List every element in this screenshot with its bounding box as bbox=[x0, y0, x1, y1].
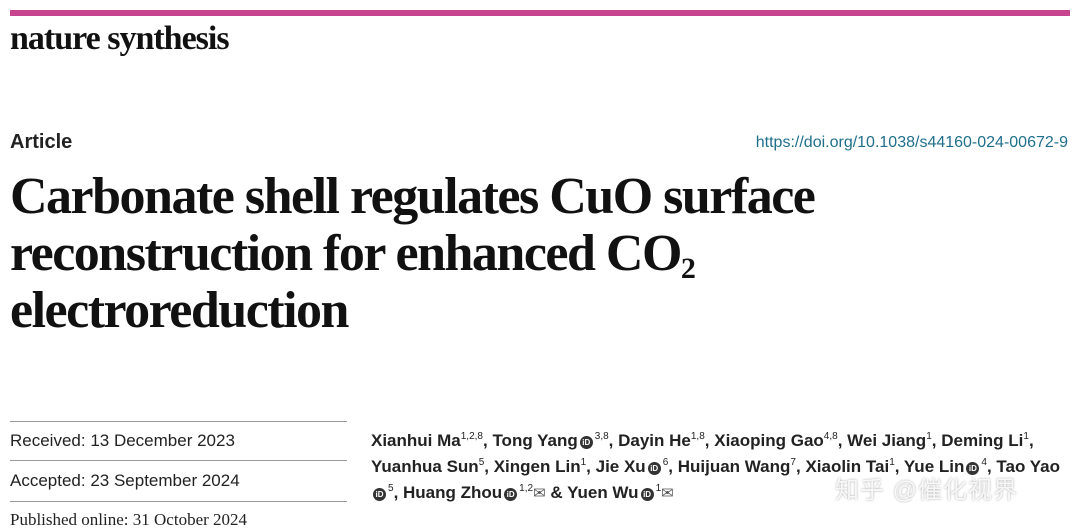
author-separator: , bbox=[795, 457, 806, 476]
author-name[interactable]: Yue Lin bbox=[903, 457, 965, 476]
journal-logo: nature synthesis bbox=[10, 20, 230, 57]
author-name[interactable]: Xiaoping Gao bbox=[714, 431, 824, 450]
author-entry: Xiaoping Gao4,8, bbox=[714, 431, 847, 450]
envelope-icon[interactable]: ✉ bbox=[661, 485, 674, 502]
orcid-icon[interactable]: iD bbox=[579, 436, 593, 449]
author-entry: Deming Li1, bbox=[941, 431, 1033, 450]
author-entry: Huijuan Wang7, bbox=[678, 457, 806, 476]
affiliation-sup: 4,8 bbox=[823, 431, 838, 442]
author-name[interactable]: Tao Yao bbox=[996, 457, 1061, 476]
author-separator: & bbox=[545, 483, 568, 502]
author-entry: Yue Lin iD4, bbox=[904, 457, 996, 476]
author-separator: , bbox=[586, 457, 596, 476]
author-entry: Jie Xu iD6, bbox=[596, 457, 678, 476]
affiliation-sup: 3,8 bbox=[594, 431, 609, 442]
affiliation-sup: 4 bbox=[981, 457, 987, 468]
affiliation-sup: 1,2,8 bbox=[460, 431, 483, 442]
author-entry: Yuanhua Sun5, bbox=[371, 457, 494, 476]
affiliation-sup: 5 bbox=[388, 483, 394, 494]
affiliation-sup: 1 bbox=[1023, 431, 1029, 442]
author-entry: Xingen Lin1, bbox=[494, 457, 596, 476]
affiliation-sup: 1 bbox=[889, 457, 895, 468]
title-line-3: electroreduction bbox=[10, 282, 349, 339]
author-separator: , bbox=[608, 431, 619, 450]
divider bbox=[10, 421, 347, 422]
affiliation-sup: 1,8 bbox=[690, 431, 705, 442]
author-entry: Tao YaoiD5, bbox=[371, 457, 1060, 502]
doi-link[interactable]: https://doi.org/10.1038/s44160-024-00672… bbox=[755, 134, 1068, 151]
author-list: Xianhui Ma1,2,8, Tong Yang iD3,8, Dayin H… bbox=[371, 428, 1071, 507]
author-entry: Xianhui Ma1,2,8, bbox=[371, 431, 492, 450]
title-subscript: 2 bbox=[680, 252, 696, 285]
orcid-icon[interactable]: iD bbox=[373, 488, 386, 501]
envelope-icon[interactable]: ✉ bbox=[533, 485, 546, 502]
title-line-2: reconstruction for enhanced CO bbox=[10, 225, 682, 282]
article-type-label: Article bbox=[10, 131, 73, 153]
author-separator: , bbox=[894, 457, 904, 476]
author-name[interactable]: Deming Li bbox=[941, 431, 1024, 450]
published-date: Published online: 31 October 2024 bbox=[10, 510, 248, 529]
affiliation-sup: 1 bbox=[655, 483, 662, 494]
affiliation-sup: 5 bbox=[478, 457, 485, 468]
author-entry: Xiaolin Tai1, bbox=[805, 457, 903, 476]
divider bbox=[10, 501, 347, 502]
author-name[interactable]: Xingen Lin bbox=[493, 457, 581, 476]
orcid-icon[interactable]: iD bbox=[640, 488, 654, 501]
author-entry: Wei Jiang1, bbox=[847, 431, 941, 450]
accepted-date: Accepted: 23 September 2024 bbox=[10, 471, 240, 490]
author-separator: , bbox=[668, 457, 678, 476]
orcid-icon[interactable]: iD bbox=[504, 488, 518, 501]
author-name[interactable]: Dayin He bbox=[618, 431, 691, 450]
author-entry: Yuen Wu iD1✉ bbox=[567, 483, 674, 502]
author-name[interactable]: Xianhui Ma bbox=[371, 431, 461, 450]
author-name[interactable]: Wei Jiang bbox=[847, 431, 927, 450]
author-name[interactable]: Yuanhua Sun bbox=[371, 457, 479, 476]
author-separator: , bbox=[837, 431, 848, 450]
author-name[interactable]: Huang Zhou bbox=[403, 483, 503, 502]
author-name[interactable]: Xiaolin Tai bbox=[805, 457, 890, 476]
affiliation-sup: 1 bbox=[580, 457, 587, 468]
affiliation-sup: 1 bbox=[926, 431, 932, 442]
orcid-icon[interactable]: iD bbox=[966, 462, 980, 475]
affiliation-sup: 7 bbox=[790, 457, 796, 468]
author-entry: Huang Zhou iD1,2✉ & bbox=[403, 483, 567, 502]
author-separator: , bbox=[482, 431, 493, 450]
author-entry: Dayin He1,8, bbox=[618, 431, 714, 450]
author-separator: , bbox=[484, 457, 494, 476]
title-line-1: Carbonate shell regulates CuO surface bbox=[10, 168, 816, 225]
article-title: Carbonate shell regulates CuO surface re… bbox=[10, 168, 1070, 339]
author-separator: , bbox=[931, 431, 942, 450]
author-separator: , bbox=[393, 483, 404, 502]
divider bbox=[10, 460, 347, 461]
orcid-icon[interactable]: iD bbox=[647, 462, 661, 475]
received-date: Received: 13 December 2023 bbox=[10, 431, 235, 450]
watermark-text: 知乎 @催化视界 bbox=[835, 477, 1019, 504]
author-name[interactable]: Yuen Wu bbox=[567, 483, 639, 502]
author-name[interactable]: Tong Yang bbox=[492, 431, 578, 450]
journal-color-bar bbox=[10, 10, 1070, 16]
author-separator: , bbox=[704, 431, 715, 450]
author-name[interactable]: Huijuan Wang bbox=[677, 457, 791, 476]
author-separator: , bbox=[986, 457, 997, 476]
affiliation-sup: 6 bbox=[662, 457, 669, 468]
author-name[interactable]: Jie Xu bbox=[595, 457, 646, 476]
author-separator: , bbox=[1028, 431, 1034, 450]
author-entry: Tong Yang iD3,8, bbox=[492, 431, 618, 450]
affiliation-sup: 1,2 bbox=[519, 483, 534, 494]
